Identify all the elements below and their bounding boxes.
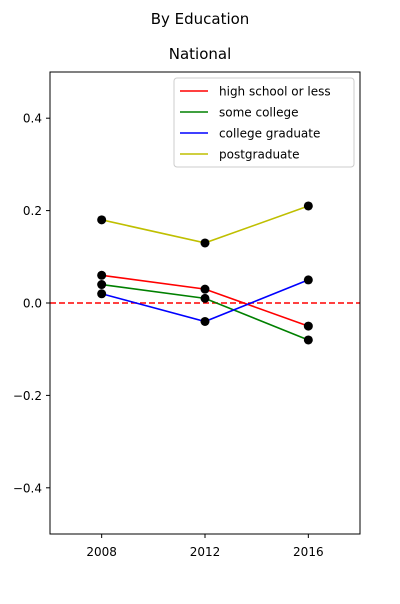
data-point (97, 289, 107, 299)
y-tick-label: 0.0 (23, 297, 42, 311)
legend-label: college graduate (219, 127, 320, 141)
y-tick-label: 0.4 (23, 112, 42, 126)
data-point (200, 293, 210, 303)
chart-suptitle: By Education (151, 10, 250, 28)
chart-title: National (169, 45, 232, 63)
y-tick-label: −0.2 (13, 389, 42, 403)
data-point (303, 201, 313, 211)
plot-frame (49, 71, 361, 535)
data-point (97, 270, 107, 280)
data-point (303, 335, 313, 345)
data-point (303, 321, 313, 331)
y-tick-label: 0.2 (23, 204, 42, 218)
legend-label: high school or less (219, 85, 331, 99)
series-line (101, 205, 309, 244)
legend-box (173, 77, 355, 168)
legend-label: some college (219, 106, 298, 120)
x-tick-label: 2012 (190, 545, 221, 559)
x-tick-label: 2008 (86, 545, 117, 559)
x-tick-label: 2016 (293, 545, 324, 559)
legend: high school or less some college college g… (173, 77, 355, 168)
data-point (97, 215, 107, 225)
y-tick-label: −0.4 (13, 481, 42, 495)
data-point (303, 275, 313, 285)
data-point (97, 280, 107, 290)
data-point (200, 238, 210, 248)
data-point (200, 284, 210, 294)
data-point (200, 316, 210, 326)
plot-area: −0.4 −0.2 0.0 0.2 0.4 2008 2012 2016 (13, 112, 360, 559)
legend-label: postgraduate (219, 148, 299, 162)
